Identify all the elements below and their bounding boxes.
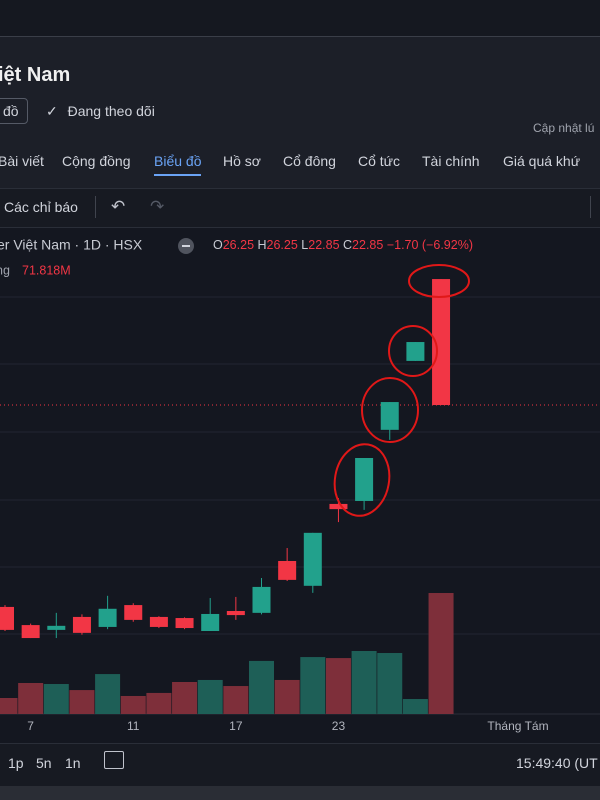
candle-body: [47, 625, 66, 630]
tab[interactable]: Cộng đồng: [62, 153, 131, 169]
candle-body: [124, 605, 143, 620]
volume-bar: [172, 681, 198, 714]
ohlc-value: 26.25: [223, 238, 254, 252]
annotation-circle: [408, 264, 470, 298]
bottom-strip: [0, 786, 600, 800]
volume-title: ng: [0, 263, 10, 277]
toolbar-right-divider: [590, 196, 591, 218]
volume-bar: [377, 653, 403, 714]
volume-bar: [223, 686, 249, 714]
candle-body: [303, 532, 322, 586]
ohlc-letter: C: [343, 238, 352, 252]
candle-body: [432, 279, 451, 406]
volume-bar: [351, 650, 377, 714]
volume-bar: [274, 679, 300, 714]
tab[interactable]: Bài viết: [0, 153, 44, 169]
x-tick-label: 17: [229, 719, 243, 733]
volume-bar: [0, 697, 18, 714]
clock: 15:49:40 (UT: [516, 755, 598, 771]
volume-bar: [120, 695, 146, 714]
candle-body: [201, 613, 220, 632]
volume-bar: [146, 692, 172, 714]
range-button[interactable]: 1p: [8, 755, 24, 771]
annotation-circle: [333, 443, 391, 517]
follow-button[interactable]: ✓ Đang theo dõi: [46, 103, 155, 119]
indicators-button[interactable]: Các chỉ báo: [4, 199, 78, 215]
volume-bar: [325, 658, 351, 714]
toolbar: [0, 188, 600, 228]
chart-background: [0, 228, 600, 743]
collapse-icon-bar: [182, 245, 190, 247]
tab[interactable]: Biểu đồ: [154, 153, 202, 176]
follow-label: Đang theo dõi: [67, 103, 155, 119]
annotation-circle: [388, 325, 438, 377]
top-strip: [0, 0, 600, 37]
ohlc-legend: O26.25 H26.25 L22.85 C22.85 −1.70 (−6.92…: [213, 238, 473, 252]
candle-body: [355, 457, 374, 501]
annotations: [333, 264, 470, 517]
volume-bar: [428, 593, 454, 714]
x-tick-label: Tháng Tám: [487, 719, 548, 733]
x-tick-label: 11: [127, 719, 140, 733]
ohlc-letter: H: [258, 238, 267, 252]
volume-value: 71.818M: [22, 263, 71, 277]
candle-body: [175, 618, 194, 629]
ohlc-letter: O: [213, 238, 223, 252]
redo-button[interactable]: ↷: [150, 197, 165, 216]
candle-body: [226, 611, 245, 616]
range-button[interactable]: 5n: [36, 755, 52, 771]
volume-bar: [402, 699, 428, 714]
ohlc-value: 22.85: [308, 238, 339, 252]
ohlc-value: 22.85: [352, 238, 383, 252]
candle-body: [98, 608, 117, 627]
candle-body: [380, 402, 399, 430]
chart-button[interactable]: đồ: [0, 98, 28, 124]
tab[interactable]: Cổ tức: [358, 153, 401, 169]
tab[interactable]: Giá quá khứ: [503, 153, 581, 169]
volume-bar: [18, 683, 44, 714]
undo-button[interactable]: ↶: [111, 197, 126, 216]
range-button[interactable]: 1n: [65, 755, 81, 771]
toolbar-divider: [95, 196, 96, 218]
candle-body: [21, 625, 40, 639]
tab[interactable]: Tài chính: [422, 153, 480, 169]
volume-bar: [300, 657, 326, 714]
x-tick-label: 7: [27, 719, 34, 733]
ohlc-value: 26.25: [267, 238, 298, 252]
chart: er Việt Nam · 1D · HSX O26.25 H26.25 L22…: [0, 228, 600, 743]
tab[interactable]: Hồ sơ: [223, 153, 261, 169]
calendar-button[interactable]: [104, 751, 124, 769]
updated-label: Cập nhật lú: [533, 121, 595, 135]
volume-bar: [249, 660, 274, 714]
ohlc-letter: L: [301, 238, 308, 252]
candle-body: [329, 503, 348, 510]
volume-bar: [197, 679, 223, 714]
bottom-bar: [0, 743, 600, 787]
volume-bar: [69, 690, 95, 714]
candle-body: [252, 586, 271, 613]
candle-body: [406, 342, 425, 361]
candle-body: [278, 560, 297, 580]
volume-bar: [43, 684, 69, 714]
tab[interactable]: Cổ đông: [283, 153, 336, 169]
candle-body: [72, 616, 91, 633]
candle-body: [149, 616, 168, 627]
volume-bar: [95, 674, 121, 714]
annotation-circle: [361, 377, 419, 443]
candle-body: [0, 606, 14, 630]
heading: iệt Nam: [0, 64, 71, 86]
x-tick-label: 23: [332, 719, 346, 733]
symbol-title: er Việt Nam · 1D · HSX: [0, 237, 143, 253]
change-value: −1.70 (−6.92%): [387, 238, 473, 252]
